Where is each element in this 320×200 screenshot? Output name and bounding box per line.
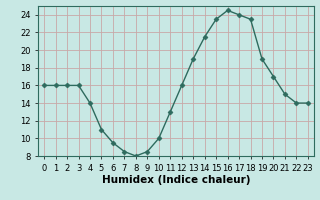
X-axis label: Humidex (Indice chaleur): Humidex (Indice chaleur) (102, 175, 250, 185)
